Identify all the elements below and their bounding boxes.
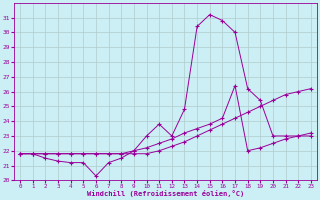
X-axis label: Windchill (Refroidissement éolien,°C): Windchill (Refroidissement éolien,°C) <box>87 190 244 197</box>
